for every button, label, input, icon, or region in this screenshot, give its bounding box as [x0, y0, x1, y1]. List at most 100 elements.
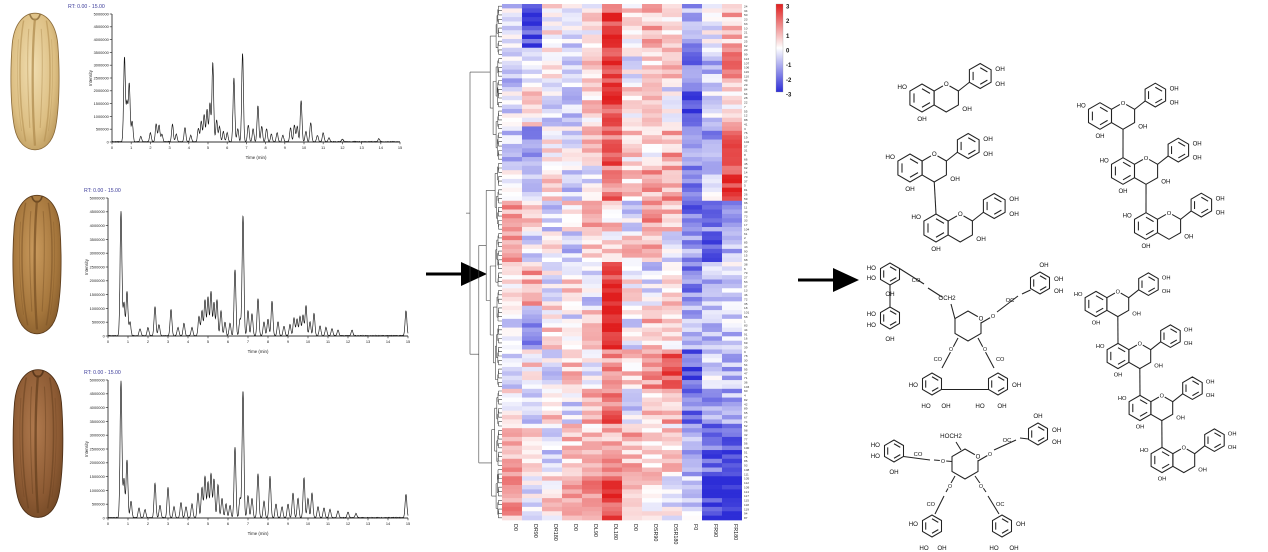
x-axis-label: Time (min) [248, 349, 269, 354]
svg-text:HO: HO [867, 311, 876, 318]
svg-text:OH: OH [1176, 416, 1185, 422]
svg-text:OH: OH [1184, 328, 1193, 334]
svg-text:OH: OH [1198, 468, 1207, 474]
svg-text:2000000: 2000000 [90, 460, 106, 465]
svg-text:HO: HO [1077, 102, 1086, 109]
svg-text:O: O [948, 484, 952, 490]
flow-arrow-left [426, 262, 487, 286]
pecan-kernel-drawing [12, 194, 62, 335]
svg-text:58: 58 [744, 315, 748, 319]
svg-text:OH: OH [1052, 427, 1061, 434]
svg-text:OH: OH [1009, 545, 1018, 550]
procyanidin-tetramer-structure: OHOOHOHOHOHOHOOHOHOHOHOHOOHOHOHOHOHOOHOH… [1074, 272, 1237, 483]
svg-text:106: 106 [744, 66, 749, 70]
heatmap-column-labels: D0 DR90 DR180 D0 DL90 DL180 D0 DSR90 DSR180 F0 FR9… [512, 524, 738, 544]
svg-text:12: 12 [340, 145, 344, 150]
svg-text:OH: OH [1138, 123, 1147, 130]
row-dendrogram [466, 5, 502, 519]
svg-text:6: 6 [227, 339, 229, 344]
svg-text:HO: HO [1123, 212, 1132, 219]
svg-text:103: 103 [744, 385, 749, 389]
y-axis-label: Intensity [84, 258, 89, 275]
svg-text:OH: OH [917, 116, 927, 123]
svg-text:3: 3 [169, 145, 171, 150]
svg-text:68: 68 [744, 258, 748, 262]
y-axis-label: Intensity [88, 69, 93, 86]
svg-text:36: 36 [744, 380, 748, 384]
svg-text:OH: OH [950, 176, 960, 183]
svg-text:34: 34 [744, 9, 748, 13]
chromatogram-2: RT: 0.00 - 15.00 0 500000 1000000 1500000 200… [84, 188, 410, 354]
svg-text:OH: OH [1170, 85, 1179, 92]
svg-text:DSR90: DSR90 [652, 524, 658, 541]
svg-text:6: 6 [226, 145, 228, 150]
svg-text:OH: OH [1141, 243, 1150, 250]
svg-text:5: 5 [207, 521, 209, 526]
svg-text:3: 3 [167, 521, 169, 526]
svg-text:OH: OH [1039, 262, 1048, 269]
chromatogram-panel-3: RT: 0.00 - 15.00 0 500000 1000000 1500000 200… [82, 366, 418, 538]
svg-text:OH: OH [1052, 439, 1061, 446]
svg-text:41: 41 [744, 122, 748, 126]
svg-text:OH: OH [1228, 445, 1237, 451]
svg-text:113: 113 [744, 57, 749, 61]
svg-text:2000000: 2000000 [94, 88, 110, 93]
svg-text:0: 0 [111, 145, 114, 150]
svg-text:2: 2 [744, 236, 746, 240]
svg-text:79: 79 [744, 271, 748, 275]
svg-text:13: 13 [366, 521, 370, 526]
svg-text:O: O [991, 314, 996, 320]
svg-text:OH: OH [937, 545, 946, 550]
svg-text:11: 11 [326, 339, 330, 344]
svg-text:8: 8 [267, 521, 269, 526]
svg-text:75: 75 [744, 455, 748, 459]
svg-text:O: O [941, 459, 945, 465]
svg-text:89: 89 [744, 407, 748, 411]
svg-text:62: 62 [744, 44, 748, 48]
svg-text:O: O [1121, 101, 1126, 107]
svg-text:O: O [1116, 289, 1121, 295]
svg-text:82: 82 [744, 398, 748, 402]
svg-text:OH: OH [1009, 196, 1019, 203]
svg-text:7: 7 [247, 339, 249, 344]
svg-text:105: 105 [744, 477, 749, 481]
svg-text:OH: OH [1184, 233, 1193, 240]
svg-text:66: 66 [744, 157, 748, 161]
svg-text:7: 7 [247, 521, 249, 526]
svg-text:77: 77 [744, 437, 748, 441]
svg-text:4500000: 4500000 [94, 24, 110, 29]
svg-text:97: 97 [744, 284, 748, 288]
svg-text:55: 55 [744, 109, 748, 113]
medium-pecan-kernel [12, 194, 62, 335]
svg-text:OH: OH [1092, 321, 1101, 327]
svg-text:HO: HO [885, 154, 895, 161]
svg-text:32: 32 [744, 433, 748, 437]
svg-text:11: 11 [326, 521, 330, 526]
svg-text:20: 20 [744, 48, 748, 52]
svg-text:95: 95 [744, 367, 748, 371]
svg-text:11: 11 [321, 145, 325, 150]
svg-text:1: 1 [127, 339, 129, 344]
svg-text:92: 92 [744, 166, 748, 170]
x-axis-label: Time (min) [248, 531, 269, 536]
svg-text:37: 37 [744, 179, 748, 183]
svg-text:43: 43 [744, 245, 748, 249]
svg-text:O: O [1182, 445, 1187, 451]
svg-text:4: 4 [187, 521, 190, 526]
svg-text:OH: OH [1193, 155, 1202, 162]
svg-text:DL90: DL90 [592, 524, 598, 537]
svg-text:O: O [1144, 156, 1149, 162]
chromatogram-1: RT: 0.00 - 15.00 0 500000 1000000 1500000 200… [68, 4, 402, 160]
svg-text:HO: HO [867, 265, 876, 272]
svg-text:HO: HO [1140, 448, 1149, 454]
svg-text:6: 6 [744, 267, 746, 271]
flow-arrow-right [798, 268, 859, 292]
svg-text:OH: OH [1114, 373, 1123, 379]
svg-text:DR180: DR180 [552, 524, 558, 541]
svg-text:102: 102 [744, 140, 749, 144]
svg-text:1500000: 1500000 [90, 292, 106, 297]
svg-text:OCH2: OCH2 [938, 295, 956, 302]
